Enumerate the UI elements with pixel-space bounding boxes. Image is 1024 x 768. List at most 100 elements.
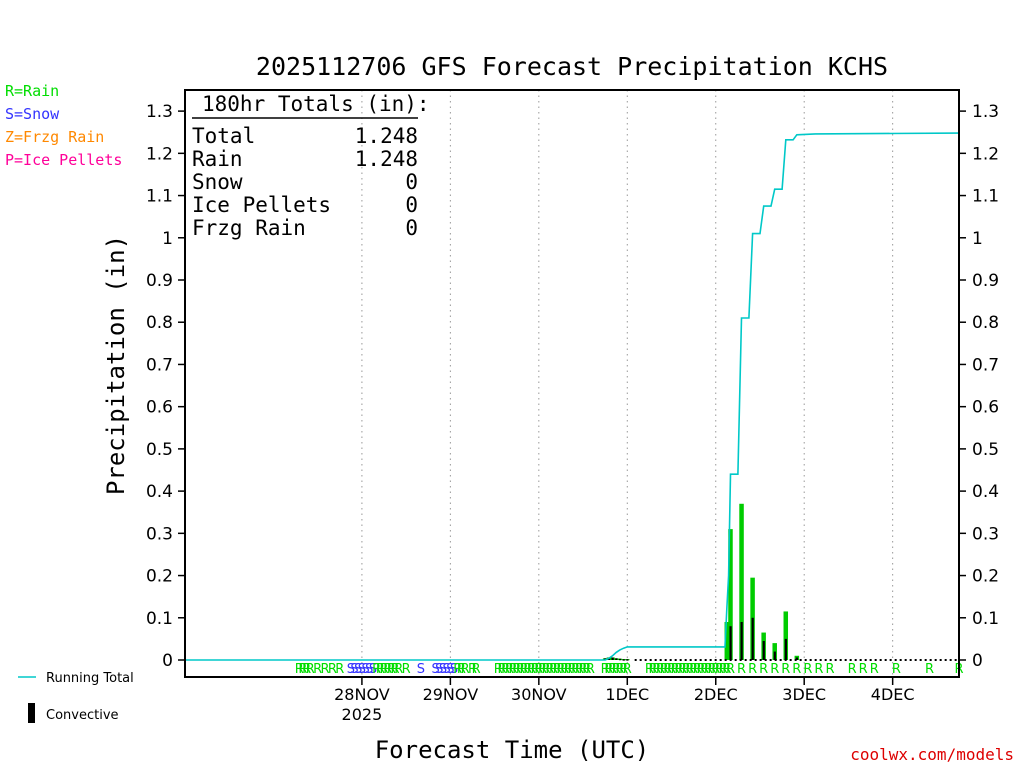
precip-type-marker: R (505, 662, 514, 677)
precip-type-marker: S (354, 662, 362, 677)
y-tick-label-left: 1.1 (146, 187, 173, 207)
precip-type-marker: R (538, 662, 547, 677)
convective-bar (729, 626, 732, 660)
precip-type-marker: R (523, 662, 532, 677)
y-tick-label-right: 0.9 (972, 271, 999, 291)
y-tick-label-left: 0.7 (146, 355, 173, 375)
y-tick-label-left: 0.9 (146, 271, 173, 291)
precip-type-marker: R (553, 662, 562, 677)
precip-type-marker: S (347, 662, 355, 677)
running-total-series (185, 132, 960, 661)
precip-type-marker: R (870, 662, 879, 677)
y-axis-ticks: 0 00.1 0.10.2 0.20.3 0.30.4 0.40.5 0.50.6 0.60.… (146, 102, 999, 671)
y-tick-label-right: 0.5 (972, 440, 999, 460)
precip-type-marker: R (302, 662, 311, 677)
convective-bar (751, 617, 754, 660)
precip-type-marker: S (450, 662, 458, 677)
y-tick-label-left: 0.8 (146, 313, 173, 333)
y-tick-label-right: 0.8 (972, 313, 999, 333)
precip-type-marker: R (700, 662, 709, 677)
precip-type-marker: R (497, 662, 506, 677)
y-tick-label-right: 1.3 (972, 102, 999, 122)
precip-type-marker: R (468, 662, 477, 677)
precip-type-marker: R (387, 662, 396, 677)
precip-type-marker: R (619, 662, 628, 677)
precip-type-marker: R (685, 662, 694, 677)
y-tick-label-left: 0.4 (146, 482, 173, 502)
precip-bars (602, 503, 800, 661)
precip-type-marker: S (350, 662, 358, 677)
precip-type-marker: R (722, 662, 731, 677)
precip-type-marker: S (435, 662, 443, 677)
precip-type-marker: R (748, 662, 757, 677)
precip-type-marker: R (457, 662, 466, 677)
y-tick-label-right: 0.1 (972, 609, 999, 629)
convective-bar (611, 657, 614, 660)
precip-bar (739, 503, 744, 660)
convective-bar (795, 657, 799, 660)
convective-bar (773, 651, 776, 660)
x-tick-label: 29NOV (423, 685, 479, 704)
convective-bar (622, 659, 625, 661)
y-tick-label-left: 0.5 (146, 440, 173, 460)
y-tick-label-left: 0.3 (146, 524, 173, 544)
precip-type-marker: R (509, 662, 518, 677)
precip-type-marker: R (542, 662, 551, 677)
precip-type-marker: R (814, 662, 823, 677)
chart-title: 2025112706 GFS Forecast Precipitation KC… (256, 52, 888, 81)
x-axis-label: Forecast Time (UTC) (375, 736, 650, 764)
totals-row-value: 0 (405, 216, 418, 240)
precip-type-marker: R (402, 662, 411, 677)
y-tick-label-right: 1 (972, 229, 983, 249)
precip-type-marker: R (608, 662, 617, 677)
y-tick-label-right: 0.7 (972, 355, 999, 375)
precip-type-marker: R (792, 662, 801, 677)
precip-type-marker: R (848, 662, 857, 677)
y-tick-label-right: 0.6 (972, 398, 999, 418)
precip-type-marker: R (663, 662, 672, 677)
y-tick-label-right: 0.2 (972, 567, 999, 587)
totals-row-label: Snow (192, 170, 243, 194)
precip-type-legend-item: R=Rain (5, 82, 59, 100)
totals-row-value: 1.248 (355, 147, 418, 171)
precip-type-marker: R (520, 662, 529, 677)
precip-type-marker: R (652, 662, 661, 677)
precip-bar (728, 529, 733, 660)
y-tick-label-left: 1.2 (146, 144, 173, 164)
precip-type-marker: R (667, 662, 676, 677)
precip-type-marker: R (645, 662, 654, 677)
gridlines (361, 90, 894, 677)
precip-type-marker: R (925, 662, 934, 677)
precip-type-marker: R (711, 662, 720, 677)
precip-type-marker: R (671, 662, 680, 677)
precip-type-marker: R (571, 662, 580, 677)
y-tick-label-left: 0.2 (146, 567, 173, 587)
precip-type-legend-item: S=Snow (5, 105, 60, 123)
y-tick-label-left: 1.3 (146, 102, 173, 122)
totals-box: 180hr Totals (in): Total 1.248 Rain 1.248 Sn… (192, 92, 430, 240)
precip-type-marker: R (656, 662, 665, 677)
precip-type-marker: R (531, 662, 540, 677)
precip-type-marker: R (295, 662, 304, 677)
precip-type-marker: S (446, 662, 454, 677)
precip-type-marker: R (380, 662, 389, 677)
precip-type-marker: R (696, 662, 705, 677)
precip-type-marker: R (516, 662, 525, 677)
precip-type-marker: R (328, 662, 337, 677)
y-tick-label-right: 1.2 (972, 144, 999, 164)
precip-type-marker: R (704, 662, 713, 677)
y-tick-label-left: 0 (162, 651, 173, 671)
precip-type-marker: R (501, 662, 510, 677)
y-tick-label-left: 0.6 (146, 398, 173, 418)
precip-type-marker: R (678, 662, 687, 677)
precip-type-marker: R (472, 662, 481, 677)
totals-row-value: 0 (405, 193, 418, 217)
y-tick-label-right: 1.1 (972, 187, 999, 207)
x-tick-label: 1DEC (605, 685, 649, 704)
precip-type-marker: S (358, 662, 366, 677)
precip-type-marker: R (534, 662, 543, 677)
precip-type-marker: R (689, 662, 698, 677)
convective-legend-label: Convective (46, 708, 119, 723)
precip-type-marker: R (859, 662, 868, 677)
